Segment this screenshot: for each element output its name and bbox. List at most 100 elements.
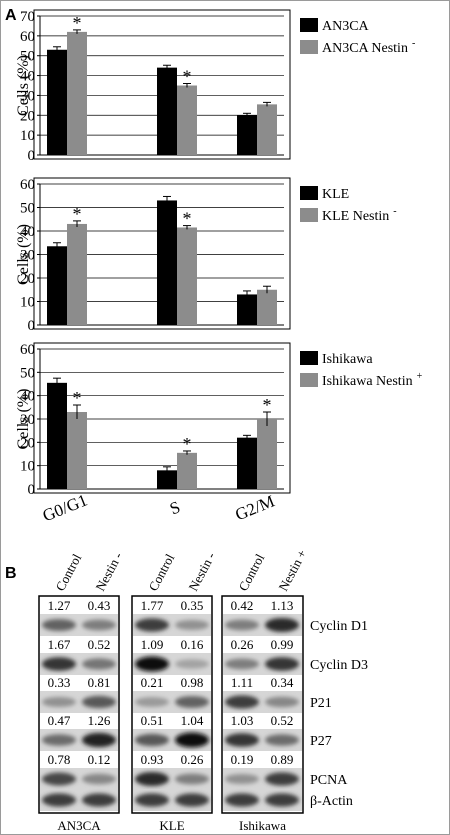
blot-value: 1.11 [231, 675, 253, 690]
blot-value: 0.34 [271, 675, 294, 690]
chart-0-bar [67, 31, 87, 156]
chart-1-legend-swatch [300, 208, 318, 222]
chart-2-ytick-label: 10 [20, 459, 35, 475]
blot-cell-line-label: AN3CA [57, 818, 101, 833]
chart-2-bar [177, 452, 197, 489]
blot-value: 0.52 [88, 637, 111, 652]
blot-band [175, 773, 209, 785]
chart-1-bar [257, 289, 277, 325]
blot-value: 0.81 [88, 675, 111, 690]
blot-band [225, 658, 259, 670]
blot-value: 0.42 [231, 598, 254, 613]
chart-1-ytick-label: 60 [20, 177, 35, 193]
blot-value: 0.78 [48, 752, 71, 767]
chart-0-ylabel: Cells (%) [15, 55, 32, 116]
blot-value: 1.26 [88, 713, 111, 728]
chart-2-frame [33, 342, 291, 494]
chart-0-ytick-label: 30 [20, 88, 35, 104]
blot-value: 1.04 [181, 713, 204, 728]
chart-1-bar [237, 294, 257, 325]
chart-0-bar [157, 67, 177, 155]
chart-1-ytick-label: 50 [20, 201, 35, 217]
chart-2-ytick-label: 0 [28, 482, 36, 498]
blot-protein-label: PCNA [310, 773, 348, 788]
chart-2-ytick-label: 40 [20, 389, 35, 405]
chart-1-legend-label: KLE Nestin - [322, 206, 397, 224]
chart-2-bar [67, 412, 87, 489]
chart-2-significance-star: * [263, 395, 272, 415]
chart-2-ytick-label: 30 [20, 412, 35, 428]
chart-2-significance-star: * [183, 434, 192, 454]
blot-band [82, 695, 116, 709]
chart-0-bar [257, 104, 277, 155]
chart-1-bar [47, 246, 67, 325]
blot-band [175, 696, 209, 708]
chart-1-ytick-label: 40 [20, 224, 35, 240]
blot-band [175, 619, 209, 631]
blot-column-header: Control [235, 551, 267, 593]
blot-band [265, 618, 299, 632]
chart-1-frame [33, 177, 291, 330]
blot-band [135, 733, 169, 747]
blot-band [265, 657, 299, 671]
chart-0-significance-star: * [183, 67, 192, 87]
chart-0-bar [237, 115, 257, 155]
blot-value: 0.93 [141, 752, 164, 767]
blot-band [135, 656, 169, 672]
chart-1-significance-star: * [73, 204, 82, 224]
blot-value: 0.16 [181, 637, 204, 652]
blot-band [265, 793, 299, 807]
blot-band [225, 793, 259, 807]
blot-value: 1.27 [48, 598, 71, 613]
blot-column-header: Nestin + [275, 547, 309, 593]
blot-band [265, 772, 299, 786]
blot-band [135, 697, 169, 707]
blot-value: 0.26 [231, 637, 254, 652]
chart-2-ytick-label: 60 [20, 342, 35, 358]
chart-2-ytick-label: 20 [20, 435, 35, 451]
blot-band [42, 734, 76, 746]
chart-1-legend-label: KLE [322, 187, 349, 202]
blot-value: 0.47 [48, 713, 71, 728]
blot-value: 0.98 [181, 675, 204, 690]
blot-band [42, 696, 76, 708]
chart-1-ylabel: Cells (%) [15, 224, 32, 285]
blot-value: 0.52 [271, 713, 294, 728]
blot-band [225, 733, 259, 747]
chart-2-ytick-label: 50 [20, 365, 35, 381]
blot-band [225, 773, 259, 785]
blot-value: 1.09 [141, 637, 164, 652]
blot-band [265, 734, 299, 746]
blot-band [82, 658, 116, 670]
chart-2-legend-label: Ishikawa [322, 352, 373, 367]
blot-band [42, 772, 76, 786]
chart-2-category-label: G2/M [233, 491, 278, 524]
chart-1-ytick-label: 20 [20, 271, 35, 287]
chart-0-legend-swatch [300, 40, 318, 54]
chart-1-significance-star: * [183, 209, 192, 229]
chart-2-bar [47, 382, 67, 489]
chart-1-ytick-label: 0 [28, 318, 36, 334]
blot-value: 0.33 [48, 675, 71, 690]
blot-band [175, 659, 209, 669]
blot-band [82, 773, 116, 785]
chart-0-bar [47, 49, 67, 155]
chart-1-bar [67, 223, 87, 325]
chart-2-significance-star: * [73, 388, 82, 408]
chart-0-legend-label: AN3CA Nestin - [322, 38, 415, 56]
blot-column-header: Control [52, 551, 84, 593]
chart-2-category-label: S [167, 497, 183, 518]
blot-cell-line-label: Ishikawa [239, 818, 286, 833]
blot-band [135, 618, 169, 632]
chart-0-bar [177, 85, 197, 155]
chart-0-ytick-label: 50 [20, 49, 35, 65]
chart-0-ytick-label: 0 [28, 148, 36, 164]
blot-column-header: Nestin - [92, 550, 125, 594]
blot-value: 1.67 [48, 637, 71, 652]
blot-band [42, 793, 76, 807]
panel-label-b: B [5, 565, 17, 582]
blot-value: 0.89 [271, 752, 294, 767]
chart-0-frame [33, 9, 291, 160]
chart-1-ytick-label: 30 [20, 248, 35, 264]
